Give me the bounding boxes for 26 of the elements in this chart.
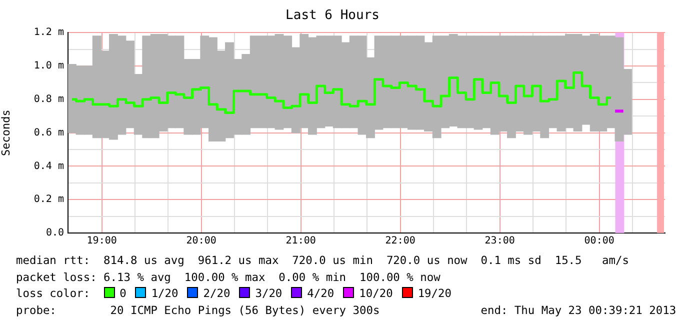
y-tick-label: 1.0 m [34,60,64,72]
y-tick-label: 0.2 m [34,194,64,206]
legend-label: 0 [120,287,126,300]
text: median rtt: 814.8 us avg 961.2 us max 720.0 us min 720.0 us now 0.1 ms sd 15.5 am/s [16,254,629,268]
x-tick-label: 21:00 [286,236,316,247]
legend-label: 10/20 [359,287,393,300]
legend-title: loss color: [16,287,92,300]
legend-label: 3/20 [255,287,282,300]
y-tick-label: 1.2 m [34,27,64,38]
legend-label: 19/20 [418,287,452,300]
y-axis-title: Seconds [0,110,12,156]
y-tick-label: 0.0 [46,228,64,239]
chart-title: Last 6 Hours [286,8,380,24]
y-tick-label: 0.6 m [34,127,64,138]
legend-label: 1/20 [151,287,178,300]
y-tick-label: 0.4 m [34,160,64,172]
text: packet loss: 6.13 % avg 100.00 % max 0.00 % min 100.00 % now [16,270,440,284]
x-tick-label: 00:00 [584,236,614,247]
text: probe: 20 ICMP Echo Pings (56 Bytes) every 300s end: Thu May 23 00:39:21 2013 [16,304,676,318]
legend-label: 2/20 [203,287,230,300]
x-tick-label: 23:00 [484,236,515,247]
x-tick-label: 22:00 [385,236,416,247]
y-tick-label: 0.8 m [34,94,64,105]
x-tick-label: 20:00 [186,236,216,247]
x-tick-label: 19:00 [86,236,117,247]
legend-label: 4/20 [307,287,334,300]
